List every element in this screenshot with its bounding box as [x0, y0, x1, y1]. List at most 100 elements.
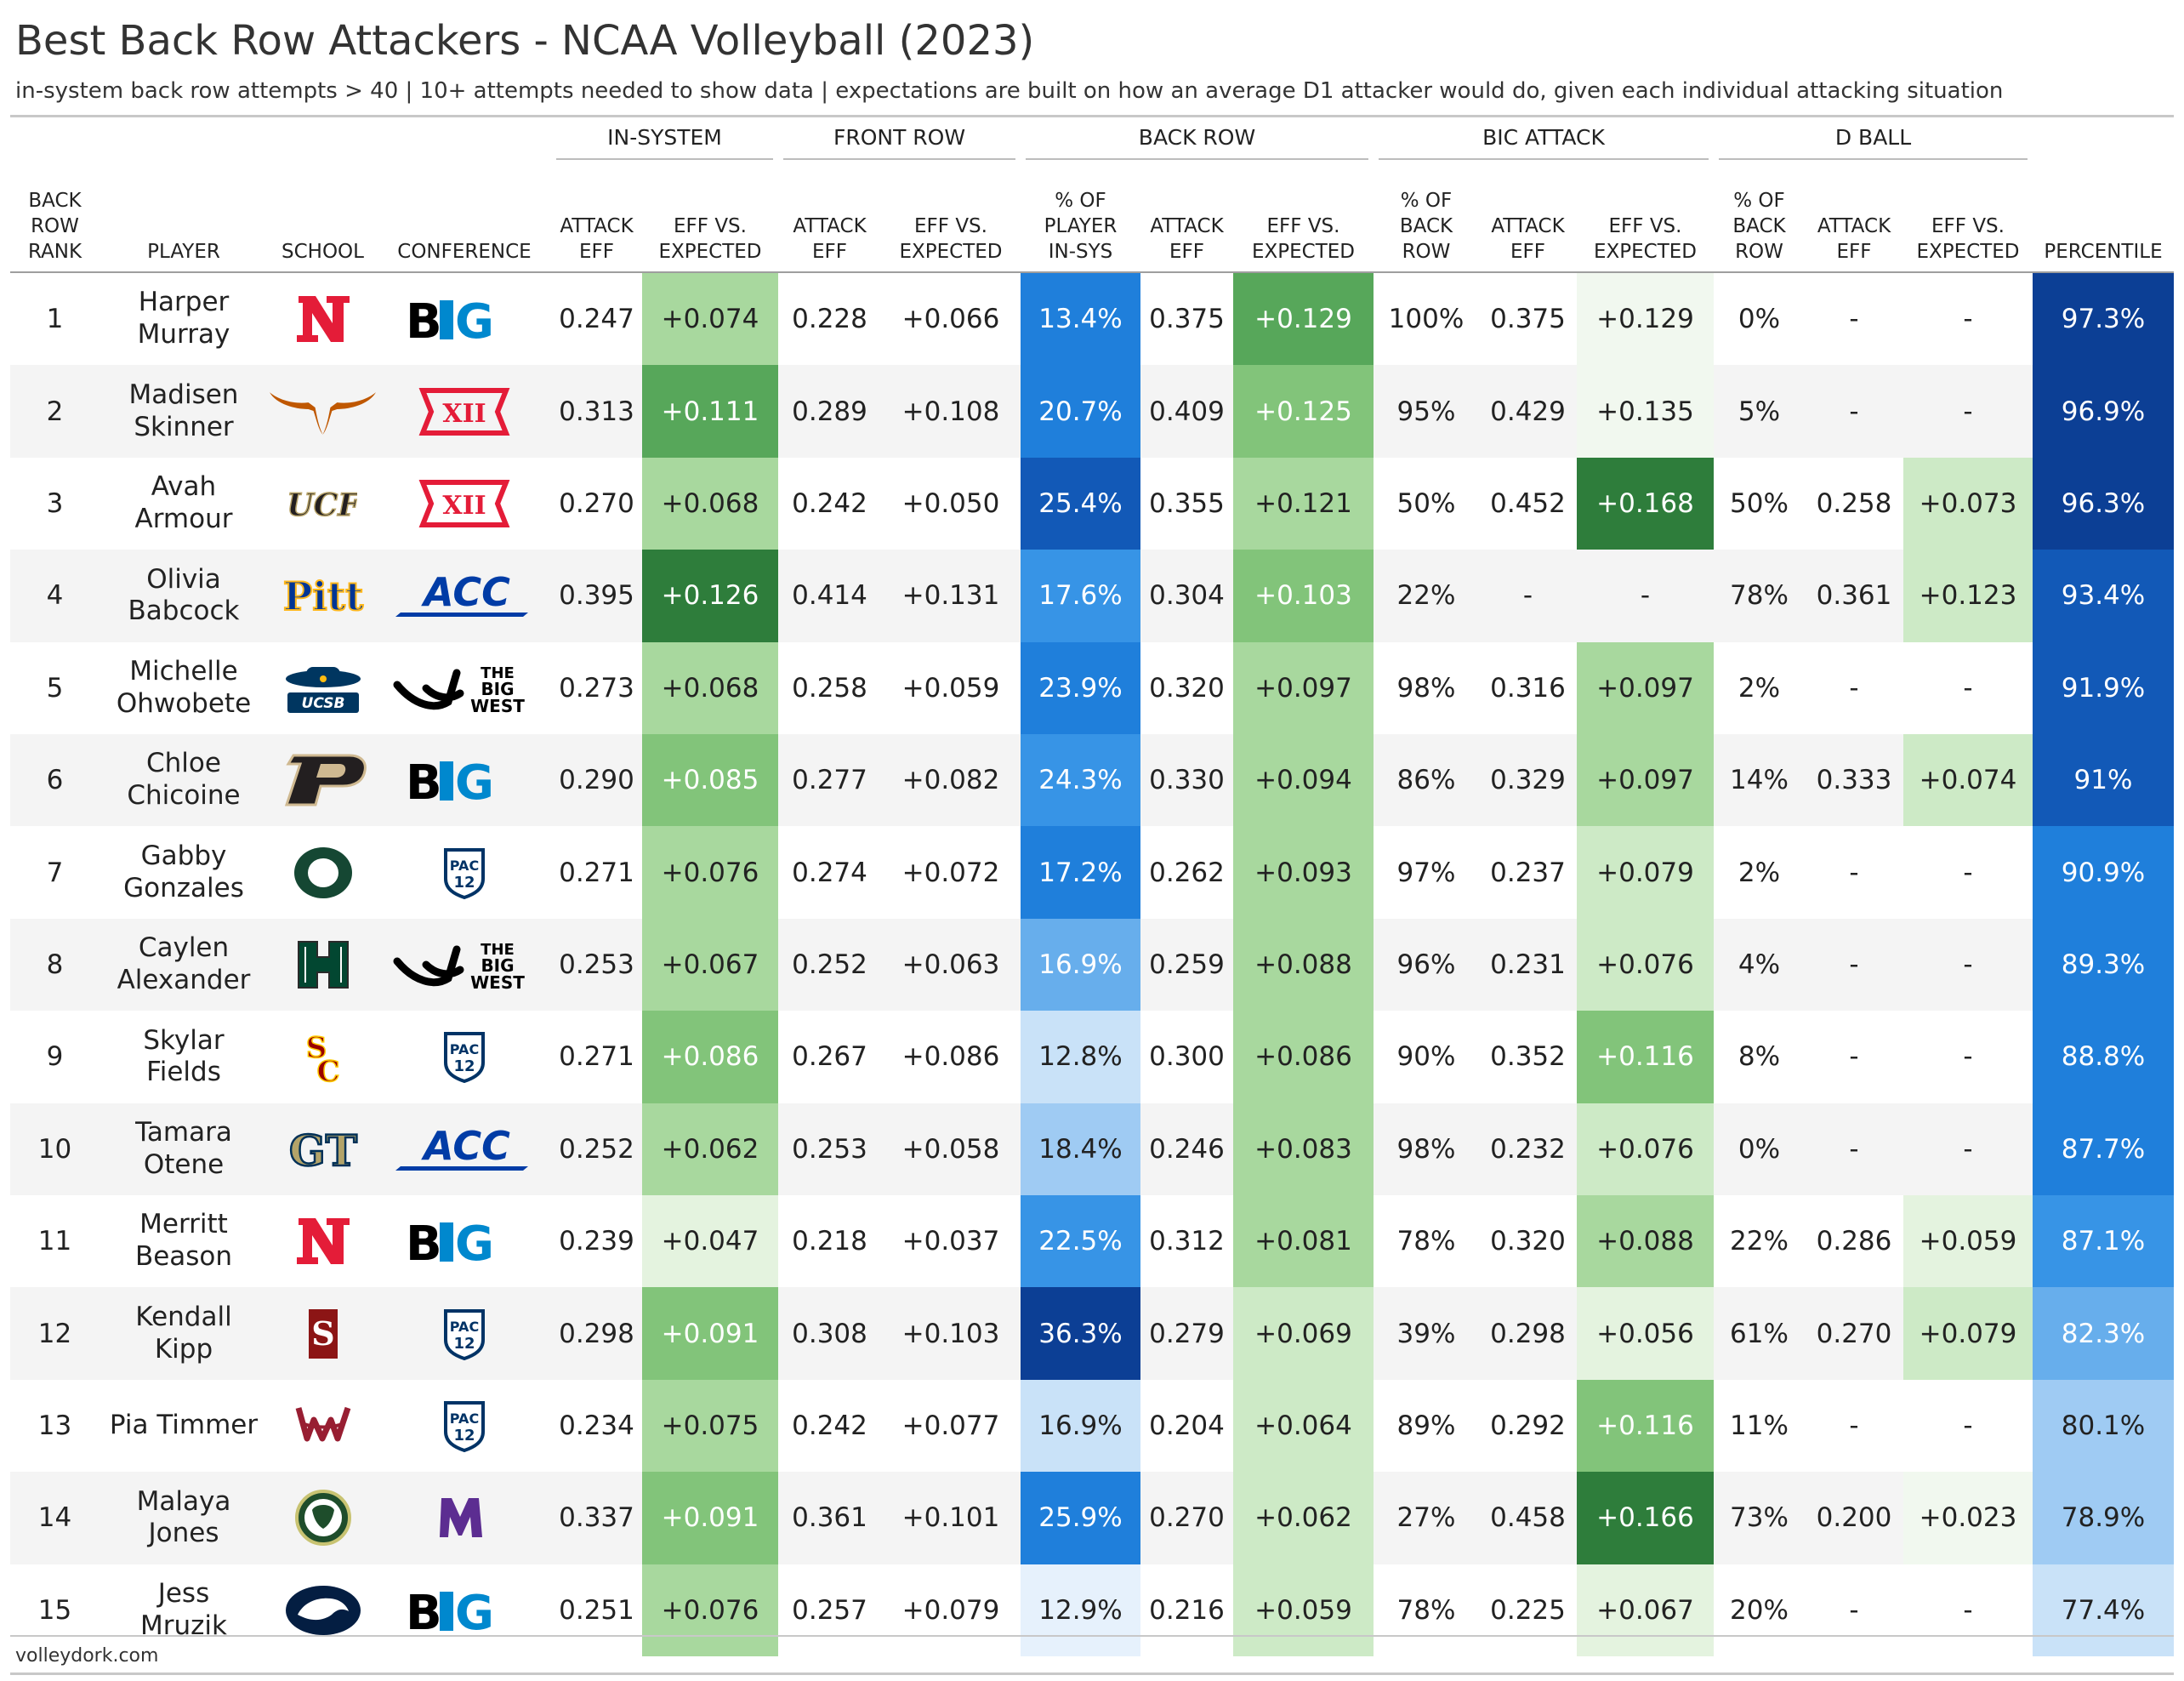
data-cell: 0.279	[1149, 1318, 1225, 1349]
data-cell: 86%	[1396, 765, 1456, 796]
data-cell: 0.395	[559, 580, 634, 612]
data-cell: 0.231	[1490, 949, 1566, 980]
data-cell: 25.9%	[1021, 1472, 1140, 1564]
data-cell: 0.300	[1149, 1041, 1225, 1073]
column-header: % OF BACK ROW	[1732, 190, 1786, 264]
data-cell: 0.218	[792, 1226, 867, 1257]
data-cell: 0.237	[1490, 857, 1566, 888]
player-name: Malaya Jones	[136, 1485, 231, 1549]
bottom-rule-upper	[10, 1635, 2174, 1637]
data-cell: 0.242	[792, 487, 867, 519]
data-cell: +0.129	[1233, 273, 1374, 366]
data-cell: 5%	[1738, 396, 1781, 427]
top-rule	[10, 115, 2174, 117]
data-cell: -	[1963, 396, 1973, 427]
data-cell: -	[1849, 857, 1859, 888]
data-cell: 0.375	[1490, 304, 1566, 335]
data-cell: +0.086	[642, 1011, 778, 1103]
data-cell: 0.375	[1149, 304, 1225, 335]
data-cell: 0.414	[792, 580, 867, 612]
nebraska-n-icon	[268, 1195, 378, 1287]
data-cell: 0.355	[1149, 487, 1225, 519]
data-cell: -	[1849, 949, 1859, 980]
data-cell: +0.068	[642, 641, 778, 734]
data-cell: -	[1963, 1594, 1973, 1626]
data-cell: +0.058	[901, 1133, 1000, 1165]
data-cell: +0.093	[1233, 826, 1374, 919]
chart-title: Best Back Row Attackers - NCAA Volleybal…	[15, 17, 1035, 65]
svg-text:B: B	[406, 755, 442, 806]
data-cell: 0.257	[792, 1594, 867, 1626]
data-cell: 98%	[1396, 1133, 1456, 1165]
data-cell: 0.452	[1490, 487, 1566, 519]
data-cell: 0.258	[792, 672, 867, 704]
column-header: ATTACK EFF	[1150, 215, 1224, 264]
data-cell: +0.125	[1233, 365, 1374, 458]
data-cell: +0.075	[642, 1379, 778, 1473]
data-cell: +0.168	[1577, 457, 1714, 550]
svg-text:BIG: BIG	[481, 955, 514, 976]
column-header: EFF VS. EXPECTED	[899, 215, 1003, 264]
data-cell: -	[1963, 1133, 1973, 1165]
player-name: Avah Armour	[134, 471, 233, 534]
data-cell: 0.242	[792, 1410, 867, 1441]
data-cell: +0.059	[1903, 1195, 2033, 1288]
data-cell: +0.091	[642, 1472, 778, 1564]
georgia-tech-icon: GT	[268, 1103, 378, 1195]
player-name: Gabby Gonzales	[123, 840, 244, 903]
data-cell: 80.1%	[2033, 1379, 2174, 1473]
data-cell: 78%	[1396, 1226, 1456, 1257]
data-cell: 18.4%	[1021, 1103, 1140, 1195]
big-12-icon: XII	[378, 458, 551, 550]
data-cell: 11%	[1730, 1410, 1789, 1441]
data-cell: -	[1963, 304, 1973, 335]
data-cell: 0.251	[559, 1594, 634, 1626]
data-cell: 4%	[1738, 949, 1781, 980]
data-cell: 0.252	[559, 1133, 634, 1165]
data-cell: 0%	[1738, 304, 1781, 335]
group-header: D BALL	[1834, 124, 1912, 150]
source-footer: volleydork.com	[15, 1645, 159, 1667]
data-cell: 0.228	[792, 304, 867, 335]
data-cell: 96%	[1396, 949, 1456, 980]
data-cell: 24.3%	[1021, 734, 1140, 827]
data-cell: 17.2%	[1021, 826, 1140, 919]
data-cell: 0.247	[559, 304, 634, 335]
column-header: ATTACK EFF	[793, 215, 867, 264]
data-cell: +0.126	[642, 550, 778, 642]
data-cell: +0.076	[1577, 918, 1714, 1011]
pac-12-icon: PAC 12	[378, 1011, 551, 1103]
group-header: BIC ATTACK	[1482, 124, 1605, 150]
svg-text:XII: XII	[442, 491, 486, 521]
data-cell: 22%	[1396, 580, 1456, 612]
svg-text:PAC: PAC	[450, 1319, 479, 1335]
data-cell: +0.023	[1903, 1472, 2033, 1564]
data-cell: 90%	[1396, 1041, 1456, 1073]
data-cell: 0.313	[559, 396, 634, 427]
data-cell: +0.056	[1577, 1287, 1714, 1380]
data-cell: +0.073	[1903, 457, 2033, 550]
svg-text:C: C	[316, 1055, 339, 1086]
svg-text:PAC: PAC	[450, 1041, 479, 1057]
column-header: CONFERENCE	[397, 241, 532, 264]
player-name: Kendall Kipp	[135, 1301, 232, 1365]
stats-table: IN-SYSTEM FRONT ROW BACK ROW BIC ATTACK D BA…	[10, 114, 2174, 1656]
data-cell: +0.085	[642, 734, 778, 827]
data-cell: +0.094	[1233, 734, 1374, 827]
texas-longhorn-icon	[268, 365, 378, 457]
data-cell: 0.252	[792, 949, 867, 980]
chart-subtitle: in-system back row attempts > 40 | 10+ a…	[15, 78, 2004, 104]
data-cell: +0.079	[1577, 826, 1714, 919]
data-cell: +0.066	[901, 304, 1000, 335]
data-cell: 82.3%	[2033, 1287, 2174, 1380]
data-cell: 0.292	[1490, 1410, 1566, 1441]
data-cell: 0.286	[1816, 1226, 1892, 1257]
data-cell: +0.064	[1233, 1379, 1374, 1473]
rank-cell: 5	[46, 672, 64, 704]
data-cell: +0.059	[901, 672, 1000, 704]
data-cell: 22%	[1730, 1226, 1789, 1257]
svg-text:WEST: WEST	[470, 696, 525, 716]
